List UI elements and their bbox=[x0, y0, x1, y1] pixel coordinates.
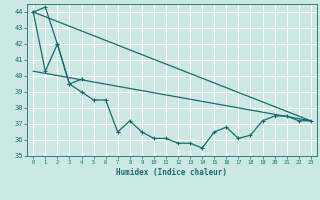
X-axis label: Humidex (Indice chaleur): Humidex (Indice chaleur) bbox=[116, 168, 228, 177]
